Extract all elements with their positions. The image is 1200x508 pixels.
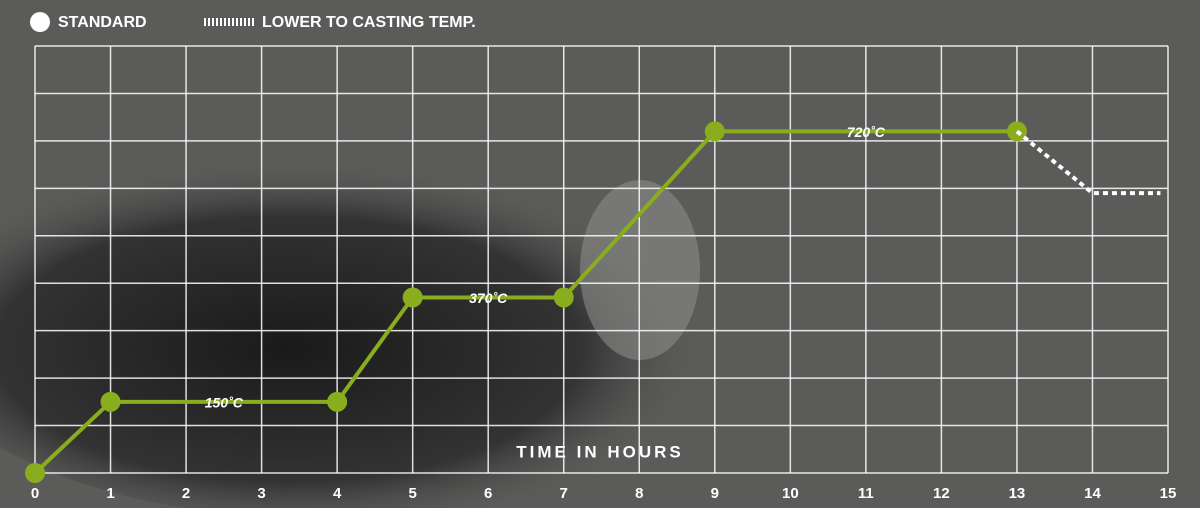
x-tick-label: 14 [1084, 485, 1101, 502]
data-point [327, 392, 347, 412]
x-tick-label: 9 [711, 485, 719, 502]
x-axis-title: TIME IN HOURS [516, 442, 683, 461]
legend-marker [30, 12, 50, 32]
value-label: 150˚C [205, 395, 244, 411]
data-point [705, 121, 725, 141]
x-tick-label: 3 [257, 485, 265, 502]
data-point [554, 287, 574, 307]
data-point [403, 287, 423, 307]
x-tick-label: 0 [31, 485, 39, 502]
data-point [25, 463, 45, 483]
x-tick-label: 6 [484, 485, 492, 502]
x-tick-label: 12 [933, 485, 950, 502]
legend-label: STANDARD [58, 14, 147, 31]
value-label: 720˚C [847, 124, 886, 140]
data-point [101, 392, 121, 412]
x-tick-label: 7 [560, 485, 568, 502]
x-tick-label: 1 [106, 485, 114, 502]
chart: 0123456789101112131415150˚C370˚C720˚C ST… [0, 0, 1200, 508]
x-tick-label: 15 [1160, 485, 1177, 502]
x-tick-label: 11 [858, 485, 874, 502]
value-label: 370˚C [469, 290, 508, 306]
x-tick-label: 4 [333, 485, 342, 502]
x-tick-label: 13 [1009, 485, 1026, 502]
x-tick-label: 2 [182, 485, 190, 502]
legend-label: LOWER TO CASTING TEMP. [262, 14, 476, 31]
x-tick-label: 8 [635, 485, 643, 502]
x-tick-label: 10 [782, 485, 799, 502]
x-tick-label: 5 [408, 485, 416, 502]
